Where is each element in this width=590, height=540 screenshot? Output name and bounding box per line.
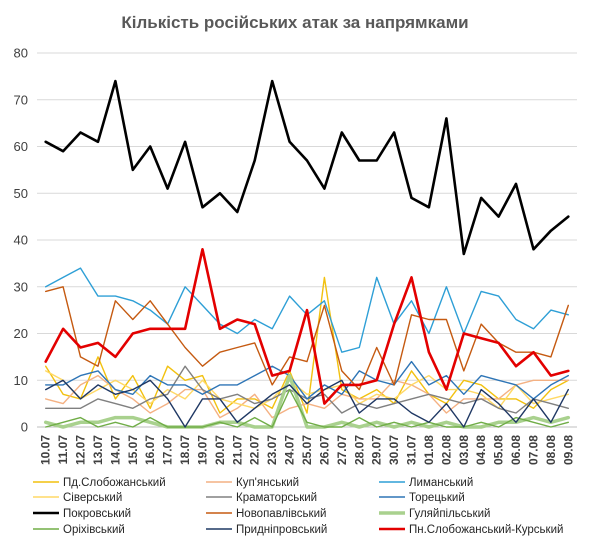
x-tick-label: 14.07 — [108, 435, 122, 465]
x-tick-label: 18.07 — [178, 435, 192, 465]
series-lines — [43, 79, 571, 429]
x-tick-label: 20.07 — [213, 435, 227, 465]
y-tick-label: 50 — [14, 186, 28, 201]
x-tick-label: 27.07 — [335, 435, 349, 465]
x-tick-label: 24.07 — [283, 435, 297, 465]
legend-label: Гуляйпільський — [409, 508, 490, 520]
x-tick-label: 30.07 — [387, 435, 401, 465]
x-tick-label: 28.07 — [352, 435, 366, 465]
y-tick-label: 60 — [14, 139, 28, 154]
x-tick-label: 05.08 — [492, 435, 506, 465]
y-tick-label: 0 — [21, 420, 28, 435]
x-tick-label: 09.08 — [561, 435, 575, 465]
x-tick-label: 29.07 — [370, 435, 384, 465]
legend: Пд.Слобожанський Куп'янський Лиманський Сів… — [33, 477, 563, 536]
series-line-9 — [45, 388, 569, 428]
x-tick-label: 15.07 — [126, 435, 140, 465]
x-tick-label: 12.07 — [74, 435, 88, 465]
legend-label: Новопавлівський — [236, 508, 326, 520]
x-tick-label: 21.07 — [230, 435, 244, 465]
y-tick-label: 20 — [14, 326, 28, 341]
x-tick-label: 04.08 — [474, 435, 488, 465]
legend-label: Торецький — [409, 492, 465, 504]
x-tick-label: 07.08 — [526, 435, 540, 465]
y-tick-label: 10 — [14, 373, 28, 388]
y-tick-label: 70 — [14, 92, 28, 107]
x-tick-label: 23.07 — [265, 435, 279, 465]
x-tick-label: 31.07 — [405, 435, 419, 465]
y-tick-label: 80 — [14, 46, 28, 61]
series-line-6 — [44, 79, 570, 256]
series-line-7 — [45, 286, 569, 391]
x-tick-label: 10.07 — [39, 435, 53, 465]
x-tick-label: 06.08 — [509, 435, 523, 465]
series-line-0 — [45, 276, 569, 414]
series-line-11 — [44, 248, 570, 405]
x-tick-label: 22.07 — [248, 435, 262, 465]
legend-label: Оріхівський — [63, 524, 125, 536]
legend-label: Куп'янський — [236, 477, 299, 489]
x-tick-label: 13.07 — [91, 435, 105, 465]
x-tick-label: 17.07 — [161, 435, 175, 465]
legend-label: Пд.Слобожанський — [63, 477, 166, 489]
series-line-8 — [43, 373, 571, 429]
x-tick-label: 08.08 — [544, 435, 558, 465]
x-tick-label: 25.07 — [300, 435, 314, 465]
x-tick-label: 16.07 — [143, 435, 157, 465]
y-axis-ticks: 0 10 20 30 40 50 60 70 80 — [14, 46, 28, 435]
legend-label: Сіверський — [63, 492, 122, 504]
y-tick-label: 40 — [14, 233, 28, 248]
legend-label: Покровський — [63, 508, 131, 520]
legend-label: Лиманський — [409, 477, 473, 489]
x-tick-label: 11.07 — [56, 435, 70, 465]
x-tick-label: 19.07 — [195, 435, 209, 465]
legend-label: Придніпровський — [236, 524, 327, 536]
x-tick-label: 03.08 — [457, 435, 471, 465]
legend-label: Краматорський — [236, 492, 317, 504]
legend-label: Пн.Слобожанський-Курський — [409, 524, 563, 536]
series-line-10 — [45, 379, 569, 428]
series-line-5 — [45, 360, 569, 400]
x-axis-ticks: 10.07 11.07 12.07 13.07 14.07 15.07 16.07 17.07… — [39, 435, 576, 465]
chart-title: Кількість російських атак за напрямками — [121, 13, 468, 32]
x-tick-label: 26.07 — [317, 435, 331, 465]
x-tick-label: 02.08 — [439, 435, 453, 465]
x-tick-label: 01.08 — [422, 435, 436, 465]
y-tick-label: 30 — [14, 279, 28, 294]
